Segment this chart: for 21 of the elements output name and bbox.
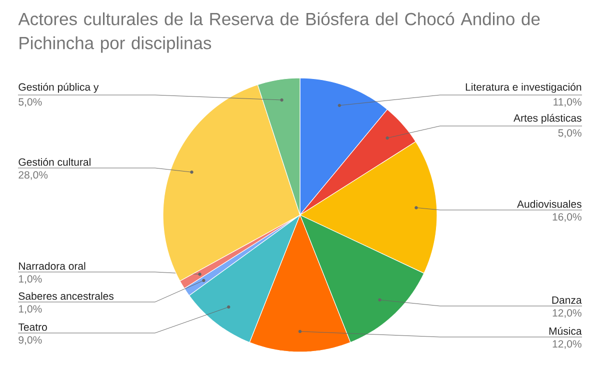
slice-label: Gestión cultural <box>18 158 90 166</box>
slice-label: Danza <box>552 296 582 304</box>
slice-label: Audiovisuales <box>517 200 582 208</box>
chart-title: Actores culturales de la Reserva de Biósfera del Chocó Andino de Pichincha por disciplinas <box>18 12 540 53</box>
slice-label: Narradora oral <box>19 262 86 270</box>
data-label: 11,0% <box>554 98 582 107</box>
slice-label: Artes plásticas <box>514 114 582 124</box>
data-label: 28,0% <box>18 171 48 180</box>
slice-label: Literatura e investigación <box>466 82 582 93</box>
slice-label: Teatro <box>18 323 47 331</box>
slice-label: Gestión pública y <box>18 82 99 93</box>
data-label: 5,0% <box>558 129 582 138</box>
data-label: 1,0% <box>18 275 42 284</box>
slice-label: Saberes ancestrales <box>18 292 114 300</box>
data-label: 12,0% <box>552 309 582 318</box>
data-label: 12,0% <box>552 340 582 349</box>
slice-label: Música <box>549 326 582 335</box>
data-label: 5,0% <box>18 98 42 107</box>
data-label: 16,0% <box>552 213 582 222</box>
data-label: 1,0% <box>18 305 42 314</box>
data-label: 9,0% <box>18 336 42 345</box>
